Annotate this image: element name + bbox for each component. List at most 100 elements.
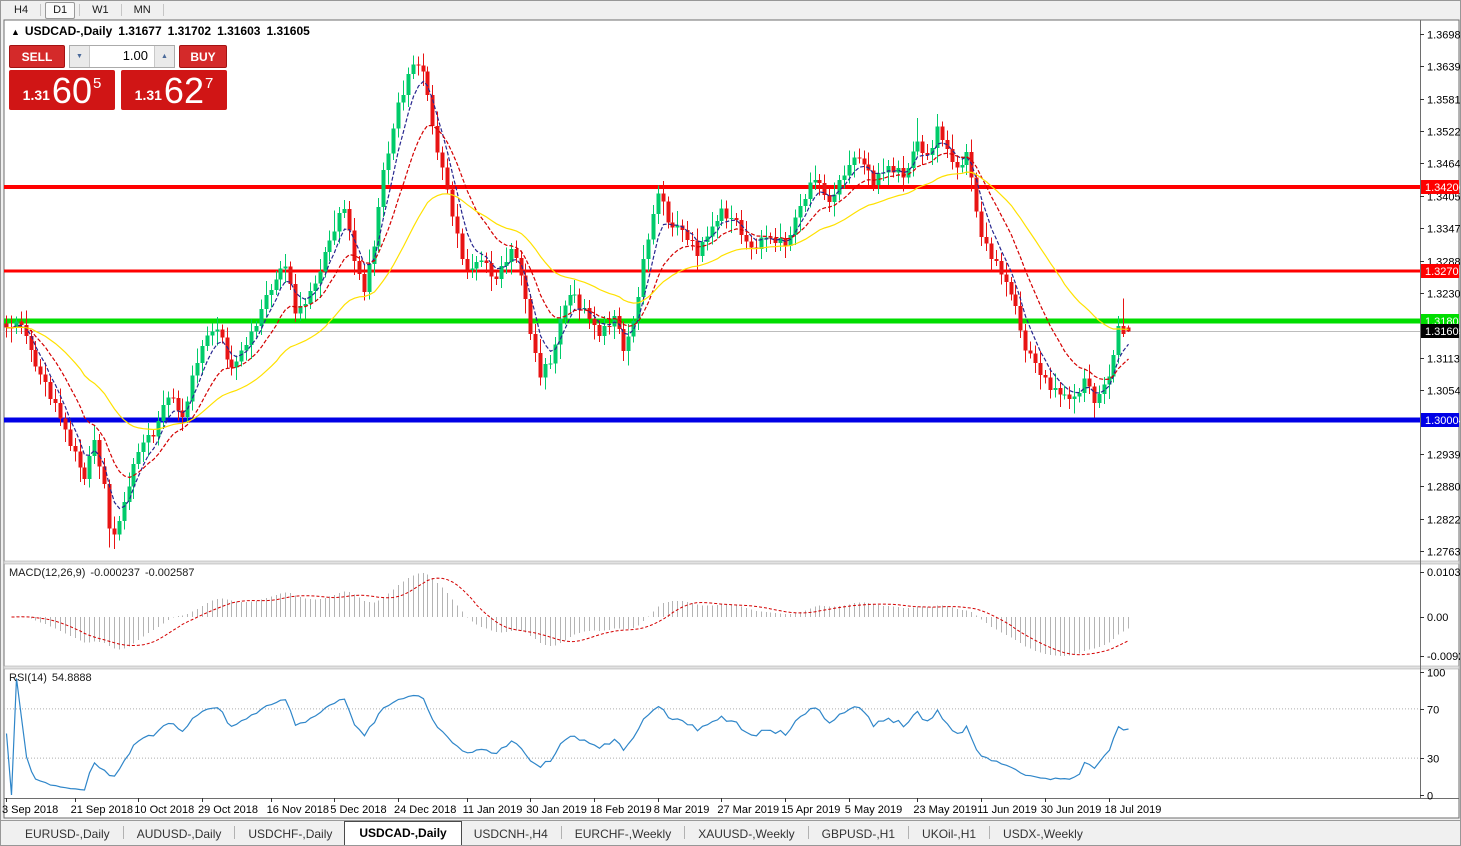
axis-label-1.32701[interactable]: 1.32701 [1421, 264, 1461, 278]
candle-body [798, 206, 803, 218]
candle-body [411, 64, 416, 74]
tab-usdchf-daily[interactable]: USDCHF-,Daily [248, 827, 333, 841]
candle-body [1013, 294, 1018, 306]
candle-body [1009, 282, 1014, 295]
volume-spinner: ▼ 1.00 ▲ [69, 45, 175, 68]
candle-body [803, 198, 808, 207]
volume-increase-icon[interactable]: ▲ [154, 46, 174, 67]
macd-main-value: -0.000237 [90, 567, 140, 579]
candle-body [700, 241, 705, 256]
timeframe-button-H4[interactable]: H4 [14, 3, 29, 16]
candle-body [82, 467, 87, 479]
candle-body [974, 177, 979, 212]
ma-line-medium [6, 124, 1129, 479]
candle-body [1072, 396, 1077, 399]
candle-body [749, 241, 754, 248]
candle-body [239, 350, 244, 362]
collapse-triangle-icon[interactable]: ▲ [11, 27, 20, 37]
candle-body [1116, 326, 1121, 355]
candle-body [813, 180, 818, 183]
buy-button[interactable]: BUY [179, 45, 227, 68]
candle-body [519, 258, 524, 276]
tab-usdcnh-h4[interactable]: USDCNH-,H4 [473, 827, 548, 841]
axis-label-1.34206-box [1421, 180, 1459, 194]
candle-body [102, 466, 107, 484]
toolbar-separator [79, 4, 81, 16]
tab-separator [908, 826, 910, 839]
axis-label-1.34206-text: 1.34206 [1425, 182, 1461, 194]
candle-body [337, 212, 342, 232]
axis-label-1.30004[interactable]: 1.30004 [1421, 413, 1461, 427]
candle-body [719, 208, 724, 221]
candle-body [661, 193, 666, 202]
candle-body [259, 309, 264, 326]
timeframe-button-MN[interactable]: MN [133, 3, 151, 16]
pane-splitter-rsi[interactable] [3, 665, 1460, 670]
time-tick-label: 18 Feb 2019 [590, 804, 652, 816]
price-axis[interactable]: 1.36980 1.36395 1.35810 1.35225 1.34640 1.340… [1420, 30, 1461, 803]
candle-body [852, 157, 857, 166]
axis-label-1.34206[interactable]: 1.34206 [1421, 180, 1461, 194]
candle-body [460, 233, 465, 260]
sell-price-pip-digit: 5 [92, 75, 102, 92]
tab-eurusd-daily[interactable]: EURUSD-,Daily [25, 827, 110, 841]
candle-body [1126, 327, 1131, 332]
candle-body [24, 324, 29, 337]
tab-separator [122, 826, 124, 839]
candle-body [935, 126, 940, 148]
candle-body [764, 237, 769, 239]
candle-body [724, 208, 729, 219]
volume-decrease-icon[interactable]: ▼ [70, 46, 90, 67]
candle-body [543, 363, 548, 378]
candle-body [220, 329, 225, 338]
candle-body [827, 195, 832, 203]
ohlc-close: 1.31605 [266, 24, 310, 38]
macd-tick-label: -0.009203 [1427, 651, 1461, 663]
candle-body [1062, 394, 1067, 396]
chart-symbol-period: USDCAD-,Daily [24, 24, 113, 38]
price-tick-label: 1.36395 [1427, 62, 1461, 74]
axis-label-current-price[interactable]: 1.31605 [1421, 324, 1461, 338]
tab-eurchf-weekly[interactable]: EURCHF-,Weekly [574, 827, 672, 841]
timeframe-button-D1[interactable]: D1 [45, 1, 76, 19]
tab-audusd-daily[interactable]: AUDUSD-,Daily [136, 827, 222, 841]
tab-usdx-weekly[interactable]: USDX-,Weekly [1003, 827, 1083, 841]
candle-body [1023, 330, 1028, 351]
tab-ukoil-h1[interactable]: UKOil-,H1 [922, 827, 977, 841]
buy-price-display[interactable]: 1.31 62 7 [121, 70, 227, 110]
sell-button[interactable]: SELL [9, 45, 65, 68]
sell-price-display[interactable]: 1.31 60 5 [9, 70, 115, 110]
candle-body [1043, 375, 1048, 378]
horizontal-line-1.32701[interactable] [4, 269, 1420, 273]
horizontal-line-1.31801[interactable] [4, 318, 1420, 324]
candle-body [666, 201, 671, 223]
time-tick-label: 5 Dec 2018 [330, 804, 386, 816]
candle-body [264, 295, 269, 310]
candle-body [303, 303, 308, 307]
buy-price-prefix: 1.31 [134, 87, 162, 103]
time-axis[interactable]: 3 Sep 2018 21 Sep 2018 10 Oct 2018 29 Oct 2… [2, 798, 1161, 816]
horizontal-line-1.30004[interactable] [4, 417, 1420, 423]
tab-usdcad-daily[interactable]: USDCAD-,Daily [344, 821, 462, 845]
candle-body [577, 294, 582, 309]
candle-body [421, 65, 426, 72]
buy-price-pip-digit: 7 [204, 75, 214, 92]
candle-body [656, 193, 661, 214]
time-tick-label: 8 Mar 2019 [654, 804, 710, 816]
axis-label-1.30004-text: 1.30004 [1425, 415, 1461, 427]
timeframe-button-W1[interactable]: W1 [92, 3, 109, 16]
candle-body [837, 179, 842, 195]
candle-body [112, 528, 117, 535]
candle-body [842, 175, 847, 180]
candle-body [396, 102, 401, 129]
candle-body [1033, 353, 1038, 364]
horizontal-line-1.34206[interactable] [4, 185, 1420, 189]
pane-splitter-macd[interactable] [3, 560, 1460, 565]
tab-xauusd-weekly[interactable]: XAUUSD-,Weekly [698, 827, 795, 841]
chart-title: ▲ USDCAD-,Daily 1.31677 1.31702 1.31603 1.316… [11, 24, 316, 38]
tab-gbpusd-h1[interactable]: GBPUSD-,H1 [821, 827, 896, 841]
volume-input[interactable]: 1.00 [122, 48, 148, 63]
candle-body [862, 158, 867, 165]
ma-line-slow [6, 171, 1129, 431]
